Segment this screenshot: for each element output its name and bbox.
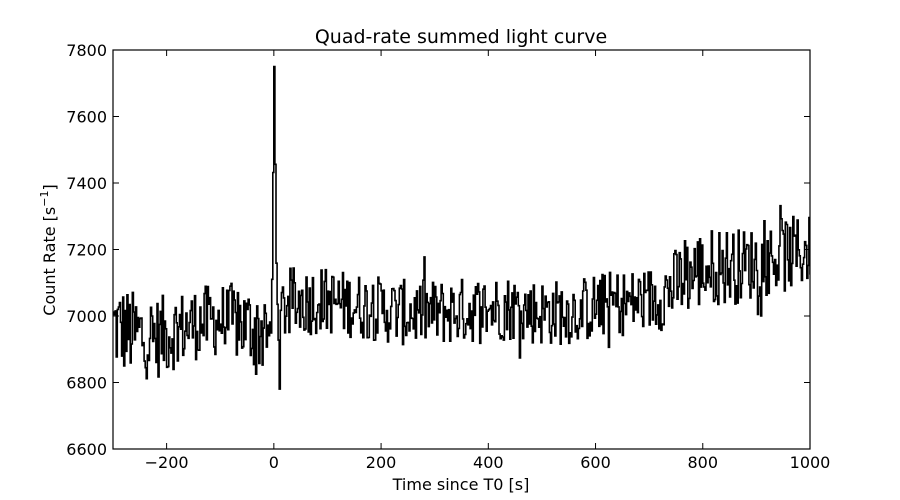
- x-tick-label: −200: [145, 453, 189, 472]
- light-curve-series-line: [113, 65, 810, 390]
- x-tick-label: 800: [687, 453, 718, 472]
- chart-title: Quad-rate summed light curve: [315, 26, 607, 48]
- y-axis-label: Count Rate [s−1]: [38, 184, 59, 315]
- y-axis-label-end: ]: [40, 184, 59, 190]
- x-tick-label: 400: [473, 453, 504, 472]
- plot-area: [113, 65, 810, 390]
- y-axis-label-superscript: −1: [38, 191, 51, 207]
- x-tick-label: 200: [366, 453, 397, 472]
- y-tick-label: 7000: [66, 307, 107, 326]
- y-tick-label: 7800: [66, 41, 107, 60]
- axis-ticks: −200 0 200 400 600 800 1000 6600 6800 7000 7200 740…: [66, 41, 830, 472]
- y-axis-label-main: Count Rate [s: [40, 207, 59, 316]
- y-tick-label: 7200: [66, 241, 107, 260]
- y-tick-label: 6800: [66, 374, 107, 393]
- series-group: [113, 65, 810, 390]
- y-tick-label: 7600: [66, 108, 107, 127]
- y-tick-label: 7400: [66, 174, 107, 193]
- plot-frame: [112, 49, 811, 450]
- x-axis-label: Time since T0 [s]: [392, 475, 530, 494]
- x-tick-label: 1000: [790, 453, 831, 472]
- x-tick-label: 0: [269, 453, 279, 472]
- y-tick-label: 6600: [66, 440, 107, 459]
- x-tick-label: 600: [580, 453, 611, 472]
